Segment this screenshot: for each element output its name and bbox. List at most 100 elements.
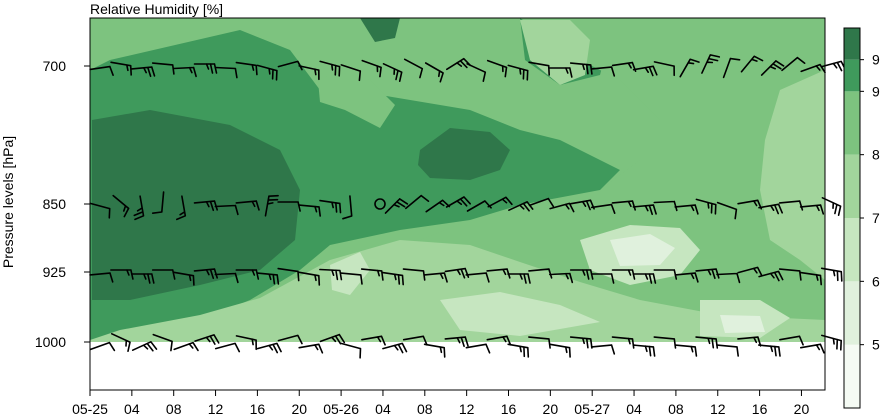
wind-barb xyxy=(737,266,763,277)
colorbar-tick-label: 70 xyxy=(872,210,880,226)
y-tick-label: 925 xyxy=(43,264,67,280)
wind-barb xyxy=(528,197,555,208)
wind-barb xyxy=(799,271,822,286)
wind-barb xyxy=(112,194,130,218)
wind-barb xyxy=(173,341,199,352)
wind-barb xyxy=(298,271,321,286)
wind-barb xyxy=(722,57,741,79)
wind-barb xyxy=(820,267,843,282)
wind-barb xyxy=(695,336,719,349)
x-tick-label: 20 xyxy=(794,401,810,417)
contour-70-top xyxy=(520,20,590,85)
wind-barb xyxy=(465,343,491,354)
x-tick-label: 08 xyxy=(166,401,182,417)
contour-95-left xyxy=(92,110,300,300)
contour-95-top xyxy=(360,18,400,42)
wind-barb xyxy=(151,191,165,214)
contour-95-mid xyxy=(418,128,510,180)
wind-barbs xyxy=(89,54,847,359)
wind-barb xyxy=(298,204,321,217)
wind-barb xyxy=(632,273,657,284)
wind-barb xyxy=(89,65,114,76)
x-tick-label: 16 xyxy=(752,401,768,417)
y-axis: 1000 925 850 700 xyxy=(35,58,90,350)
x-tick-label: 20 xyxy=(291,401,307,417)
x-tick-label: 12 xyxy=(208,401,224,417)
wind-barb xyxy=(611,200,636,211)
x-tick-label: 04 xyxy=(124,401,140,417)
wind-barb xyxy=(674,344,698,357)
wind-barb xyxy=(423,343,446,358)
wind-barb xyxy=(632,204,657,216)
wind-barb xyxy=(570,199,595,211)
wind-barb xyxy=(361,335,386,346)
wind-barb xyxy=(779,335,804,346)
x-tick-label: 20 xyxy=(543,401,559,417)
wind-barb xyxy=(590,344,616,355)
colorbar-tick-label: 60 xyxy=(872,273,880,289)
x-tick-label: 16 xyxy=(250,401,266,417)
wind-barb xyxy=(528,61,550,76)
wind-barb xyxy=(653,336,677,349)
wind-barb xyxy=(466,63,487,82)
wind-barb xyxy=(758,203,783,215)
wind-barb xyxy=(679,58,700,78)
wind-barb xyxy=(193,268,218,280)
colorbar-band xyxy=(844,218,860,282)
wind-barb xyxy=(701,54,721,74)
wind-barb xyxy=(740,55,764,73)
wind-barb xyxy=(131,273,155,284)
y-axis-label: Pressure levels [hPa] xyxy=(0,136,16,268)
contour-70-bottom xyxy=(90,240,825,342)
contour-80-island xyxy=(318,72,395,128)
wind-barb xyxy=(487,196,513,208)
contour-field xyxy=(90,18,825,342)
wind-barb xyxy=(89,341,116,352)
wind-barb xyxy=(424,62,444,83)
wind-barb xyxy=(405,194,430,210)
wind-barb xyxy=(590,66,616,77)
x-tick-label: 05-25 xyxy=(72,401,108,417)
wind-barb xyxy=(277,334,303,345)
calm-marker xyxy=(374,198,386,210)
wind-barb xyxy=(381,271,404,286)
wind-barb xyxy=(264,194,279,217)
colorbar-band xyxy=(844,91,860,155)
wind-barb xyxy=(423,272,448,283)
wind-barb xyxy=(193,200,218,212)
wind-barb xyxy=(235,200,260,211)
wind-barb xyxy=(256,64,278,81)
wind-barb xyxy=(277,201,301,212)
wind-barb xyxy=(778,200,804,211)
wind-barb xyxy=(340,342,362,359)
wind-barb xyxy=(110,61,132,76)
wind-barb xyxy=(758,344,781,357)
wind-barb xyxy=(486,335,512,346)
wind-barb xyxy=(319,268,343,281)
wind-barb xyxy=(277,267,300,282)
wind-barb xyxy=(176,195,187,221)
wind-barb xyxy=(319,60,341,77)
wind-barb xyxy=(256,272,280,285)
wind-barb xyxy=(507,343,530,358)
wind-barb xyxy=(486,59,508,78)
wind-barb xyxy=(256,342,282,354)
x-tick-label: 04 xyxy=(375,401,391,417)
colorbar-band xyxy=(844,59,860,92)
wind-barb xyxy=(716,201,738,220)
contour-80-right xyxy=(420,18,825,340)
colorbar-band xyxy=(844,344,860,408)
wind-barb xyxy=(549,202,575,213)
colorbar-band xyxy=(844,154,860,218)
wind-barb xyxy=(611,336,635,349)
wind-barb xyxy=(653,200,678,212)
wind-barb xyxy=(235,269,260,280)
x-tick-label: 05-26 xyxy=(323,401,359,417)
colorbar-tick-label: 95 xyxy=(872,52,880,68)
wind-barb xyxy=(528,336,551,349)
wind-barb xyxy=(632,65,658,77)
wind-barb xyxy=(549,67,573,78)
contour-70-right xyxy=(760,70,825,280)
wind-barb xyxy=(89,272,114,283)
wind-barb xyxy=(674,272,699,283)
